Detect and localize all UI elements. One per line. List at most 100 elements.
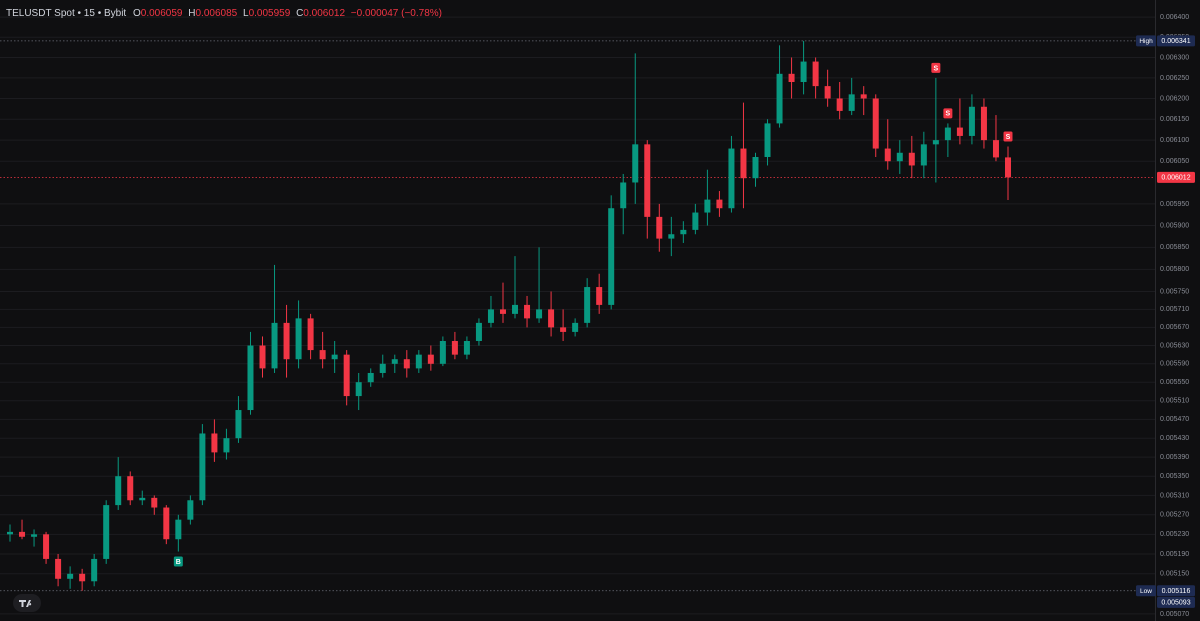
signal-label: S bbox=[946, 111, 951, 118]
h-label: H bbox=[188, 8, 195, 19]
y-tick-label: 0.005430 bbox=[1160, 435, 1189, 442]
candle-body bbox=[872, 98, 879, 149]
axis-layer: 0.0064000.0063500.0063000.0062500.006200… bbox=[1155, 0, 1189, 621]
high: 0.006085 bbox=[196, 8, 238, 19]
price-tag-value: 0.005093 bbox=[1161, 600, 1190, 607]
candle-body bbox=[391, 359, 398, 364]
signal-label: S bbox=[1006, 134, 1011, 141]
candle-body bbox=[319, 350, 326, 360]
candle-body bbox=[860, 94, 867, 99]
candle-body bbox=[536, 309, 543, 319]
candle-body bbox=[752, 156, 759, 179]
y-tick-label: 0.005070 bbox=[1160, 611, 1189, 618]
candle-body bbox=[271, 322, 278, 369]
candle-body bbox=[992, 140, 999, 158]
candle-body bbox=[680, 229, 687, 235]
candle-body bbox=[307, 318, 314, 351]
y-tick-label: 0.006300 bbox=[1160, 54, 1189, 61]
header: TELUSDT Spot • 15 • Bybit O0.006059 H0.0… bbox=[6, 8, 442, 19]
y-tick-label: 0.005310 bbox=[1160, 492, 1189, 499]
candle-body bbox=[716, 199, 723, 209]
candle-body bbox=[235, 410, 242, 439]
candle-body bbox=[367, 372, 374, 383]
price-tag-box bbox=[1136, 35, 1156, 47]
y-tick-label: 0.005850 bbox=[1160, 244, 1189, 251]
price-tag-label: High bbox=[1139, 38, 1153, 45]
signal-label: S bbox=[934, 65, 939, 72]
candle-body bbox=[788, 73, 795, 83]
candle-body bbox=[67, 573, 74, 579]
candle-body bbox=[692, 212, 699, 230]
candle-body bbox=[283, 322, 290, 360]
price-tag bbox=[1157, 35, 1195, 47]
candle-body bbox=[91, 558, 98, 582]
candle-body bbox=[175, 519, 182, 540]
y-tick-label: 0.005350 bbox=[1160, 473, 1189, 480]
y-tick-label: 0.005550 bbox=[1160, 379, 1189, 386]
price-tag-box bbox=[1136, 585, 1156, 597]
candle-body bbox=[560, 327, 567, 332]
candle-body bbox=[968, 106, 975, 136]
candle-body bbox=[620, 182, 627, 209]
y-tick-label: 0.005230 bbox=[1160, 531, 1189, 538]
price-tag-value: 0.006341 bbox=[1161, 38, 1190, 45]
candle-body bbox=[7, 531, 13, 535]
signal-marker bbox=[943, 108, 953, 119]
candle-body bbox=[79, 573, 86, 582]
candle-body bbox=[704, 199, 711, 213]
candle-body bbox=[259, 345, 266, 369]
y-tick-label: 0.006150 bbox=[1160, 116, 1189, 123]
price-tag-value: 0.005116 bbox=[1162, 588, 1191, 595]
signal-marker bbox=[173, 556, 183, 567]
candle-body bbox=[836, 98, 843, 111]
price-tag-value: 0.006012 bbox=[1161, 175, 1190, 182]
y-tick-label: 0.005800 bbox=[1160, 266, 1189, 273]
signal-label: B bbox=[176, 559, 181, 566]
close: 0.006012 bbox=[303, 8, 345, 19]
grid-layer bbox=[0, 16, 1155, 615]
y-tick-label: 0.005630 bbox=[1160, 342, 1189, 349]
candle-body bbox=[740, 148, 747, 179]
candle-body bbox=[944, 127, 951, 141]
y-tick-label: 0.005190 bbox=[1160, 551, 1189, 558]
price-tag bbox=[1157, 596, 1195, 608]
candle-body bbox=[1005, 157, 1011, 178]
candle-body bbox=[331, 354, 338, 360]
y-tick-label: 0.005590 bbox=[1160, 361, 1189, 368]
candle-body bbox=[908, 152, 915, 166]
candle-body bbox=[163, 507, 170, 540]
candle-body bbox=[548, 309, 555, 328]
y-tick-label: 0.005470 bbox=[1160, 416, 1189, 423]
candle-body bbox=[728, 148, 735, 209]
candle-body bbox=[572, 322, 579, 332]
c-label: C bbox=[296, 8, 303, 19]
candles-layer bbox=[7, 40, 1011, 591]
y-tick-label: 0.005510 bbox=[1160, 398, 1189, 405]
candle-body bbox=[151, 497, 158, 508]
y-tick-label: 0.005900 bbox=[1160, 222, 1189, 229]
candle-body bbox=[55, 558, 62, 579]
y-tick-label: 0.005150 bbox=[1160, 571, 1189, 578]
candle-body bbox=[632, 144, 639, 183]
candle-body bbox=[415, 354, 422, 369]
y-tick-label: 0.005390 bbox=[1160, 454, 1189, 461]
candle-body bbox=[920, 144, 927, 166]
candle-body bbox=[764, 123, 771, 157]
candle-body bbox=[187, 500, 194, 520]
candle-body bbox=[439, 340, 446, 364]
y-tick-label: 0.005750 bbox=[1160, 288, 1189, 295]
candle-body bbox=[451, 340, 458, 355]
y-tick-label: 0.006250 bbox=[1160, 75, 1189, 82]
logo bbox=[13, 594, 41, 612]
y-tick-label: 0.005670 bbox=[1160, 324, 1189, 331]
candle-body bbox=[127, 476, 134, 501]
candle-body bbox=[584, 287, 591, 323]
candle-body bbox=[644, 144, 651, 217]
candle-body bbox=[656, 216, 663, 239]
candle-body bbox=[43, 534, 50, 559]
candle-body bbox=[608, 208, 615, 305]
candle-body bbox=[295, 318, 302, 360]
candle-body bbox=[247, 345, 254, 411]
price-tag bbox=[1157, 585, 1195, 597]
candle-body bbox=[956, 127, 963, 136]
